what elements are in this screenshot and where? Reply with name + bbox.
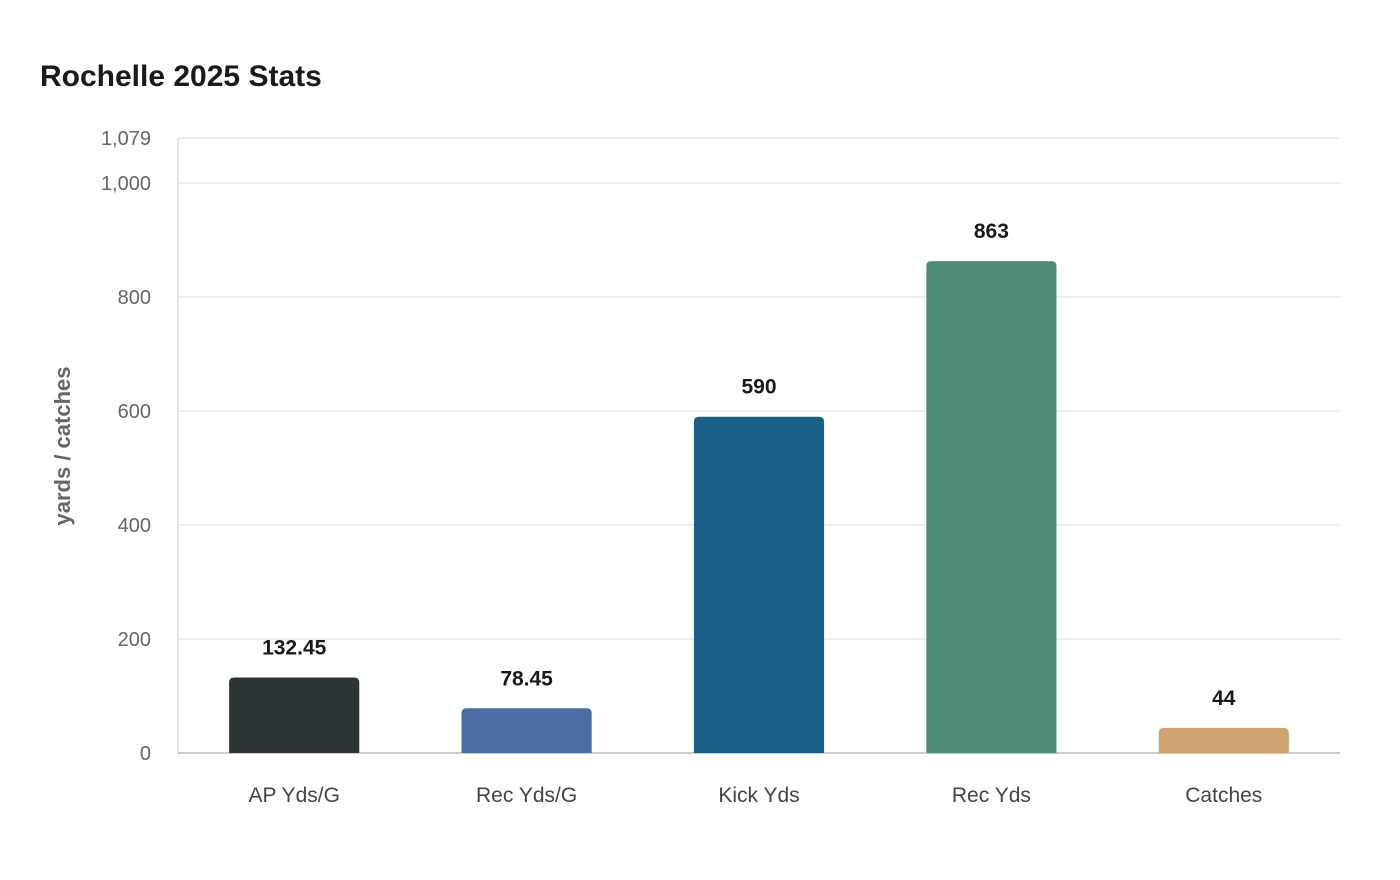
bar [1158,727,1289,753]
bar-value-label: 863 [974,220,1009,243]
bar [461,708,592,753]
labels: 0 200 400 600 800 1,000 1,079 132.45 AP Yds/G 78.… [101,128,1262,807]
bar [229,677,360,753]
y-tick-label: 0 [140,743,151,765]
bar-value-label: 590 [741,376,776,399]
x-tick-label: AP Yds/G [248,784,339,807]
x-tick-label: Kick Yds [718,784,799,807]
x-tick-label: Catches [1185,784,1262,807]
bar-value-label: 78.45 [500,667,553,690]
bar-value-label: 132.45 [262,637,327,660]
y-tick-label: 600 [118,401,151,423]
y-tick-label: 1,000 [101,173,151,195]
bar [926,261,1057,753]
x-tick-label: Rec Yds [952,784,1031,807]
y-axis-title: yards / catches [50,367,75,526]
chart-title: Rochelle 2025 Stats [40,60,322,93]
y-tick-label: 800 [118,287,151,309]
bars [229,261,1289,753]
bar-value-label: 44 [1212,687,1236,710]
y-tick-label: 1,079 [101,128,151,150]
y-tick-label: 200 [118,629,151,651]
y-tick-label: 400 [118,515,151,537]
bar [693,416,825,753]
x-tick-label: Rec Yds/G [476,784,577,807]
